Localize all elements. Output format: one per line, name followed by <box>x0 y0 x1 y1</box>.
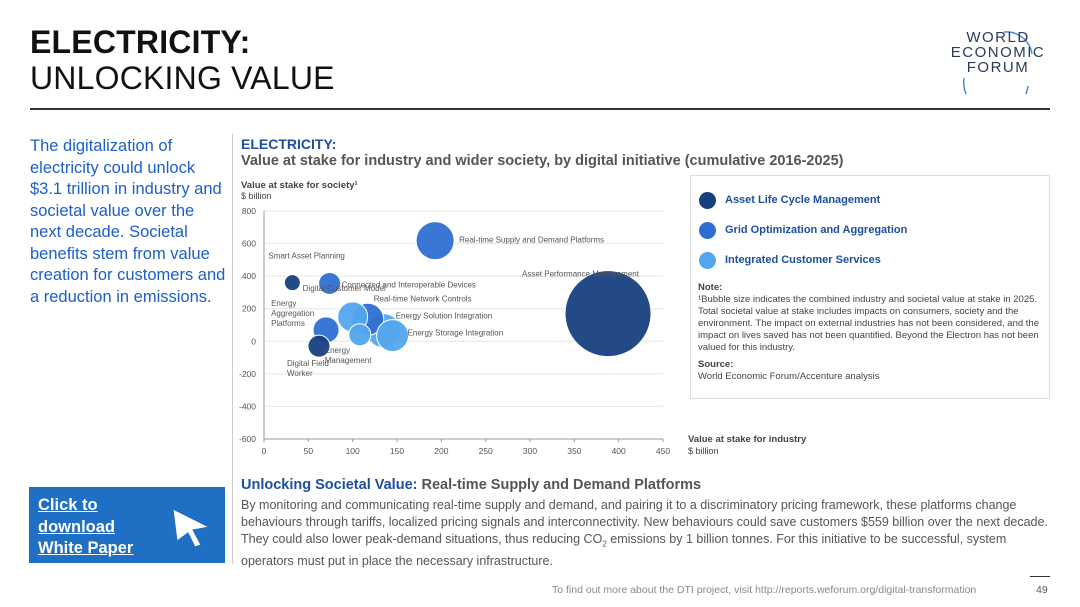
legend-item-customer-services: Integrated Customer Services <box>699 251 881 269</box>
legend-label: Integrated Customer Services <box>725 254 881 266</box>
section-heading-highlight: Unlocking Societal Value: <box>241 477 418 493</box>
intro-text: The digitalization of electricity could … <box>30 137 226 306</box>
chart-heading: ELECTRICITY: <box>241 136 337 152</box>
legend-dot <box>699 251 716 269</box>
x-axis-unit: $ billion <box>688 446 719 456</box>
bubble-point <box>312 316 340 344</box>
bubble-point <box>415 221 455 261</box>
bubble-point <box>366 313 402 349</box>
logo-line-3: FORUM <box>966 59 1030 76</box>
bubble-label: Smart Asset Planning <box>268 252 344 261</box>
bubble-point <box>283 274 301 292</box>
bubble-label: Real-time Network Controls <box>374 294 472 303</box>
wef-logo: WORLD ECONOMIC FORUM <box>942 28 1054 94</box>
legend-label: Grid Optimization and Aggregation <box>725 224 908 236</box>
bubble-point <box>318 271 342 295</box>
y-axis-label: Value at stake for society¹ <box>241 180 358 191</box>
note-text: ¹Bubble size indicates the combined indu… <box>698 294 1039 353</box>
bubble-label: Digital Field Worker <box>287 359 329 378</box>
footer-text: To find out more about the DTI project, … <box>552 584 977 596</box>
bubble-label: Energy Storage Integration <box>408 329 504 338</box>
column-divider <box>232 134 233 564</box>
page-title-line2: UNLOCKING VALUE <box>30 60 335 96</box>
title-divider <box>30 108 1050 110</box>
bubble-label: Energy Solution Integration <box>396 312 493 321</box>
bubble-point <box>307 334 331 358</box>
source-text: World Economic Forum/Accenture analysis <box>698 371 880 382</box>
download-white-paper-button[interactable]: Click to download White Paper <box>29 487 225 563</box>
logo-line-1: WORLD <box>966 29 1030 46</box>
y-tick-label: 400 <box>242 271 256 281</box>
page-number-rule <box>1030 576 1050 577</box>
bubble-point <box>564 270 652 358</box>
x-tick-label: 300 <box>523 446 537 456</box>
cta-line-2[interactable]: download <box>38 517 115 536</box>
y-tick-label: 800 <box>242 206 256 216</box>
x-tick-label: 250 <box>479 446 493 456</box>
cursor-arrow-icon <box>172 508 211 548</box>
bubble-label: Connected and Interoperable Devices <box>342 280 476 289</box>
bubble-point <box>376 319 410 353</box>
logo-line-2: ECONOMIC <box>950 44 1046 61</box>
legend-dot <box>699 221 716 239</box>
legend-label: Asset Life Cycle Management <box>725 194 881 206</box>
y-tick-label: 200 <box>242 304 256 314</box>
x-tick-label: 350 <box>567 446 581 456</box>
y-tick-label: 600 <box>242 239 256 249</box>
y-tick-label: -200 <box>239 369 256 379</box>
bubble-point <box>351 302 385 336</box>
bubble-point <box>337 301 369 333</box>
legend-dot <box>699 191 716 209</box>
bubble-label: Asset Performance Management <box>522 270 640 279</box>
cta-line-3[interactable]: White Paper <box>38 539 134 557</box>
legend-item-grid-optimization: Grid Optimization and Aggregation <box>699 221 907 239</box>
bubble-point <box>348 323 372 347</box>
y-axis-unit: $ billion <box>241 191 272 201</box>
wef-logo-arc-icon <box>963 31 1033 94</box>
section-body: By monitoring and communicating real-tim… <box>241 498 1048 568</box>
x-tick-label: 450 <box>656 446 670 456</box>
legend-box: Asset Life Cycle Management Grid Optimiz… <box>690 175 1050 399</box>
x-axis-label: Value at stake for industry <box>688 434 807 445</box>
x-tick-label: 150 <box>390 446 404 456</box>
chart-title: Value at stake for industry and wider so… <box>241 153 844 169</box>
section-heading-rest: Real-time Supply and Demand Platforms <box>417 477 702 493</box>
x-tick-label: 100 <box>346 446 360 456</box>
cta-line-1[interactable]: Click to <box>38 496 98 514</box>
x-tick-label: 400 <box>612 446 626 456</box>
legend-item-asset-life-cycle: Asset Life Cycle Management <box>699 191 880 209</box>
bubble-label: Energy Aggregation Platforms <box>271 299 314 328</box>
cta-text[interactable]: Click to download White Paper <box>38 495 133 560</box>
bubble-label: Energy Management <box>325 346 372 365</box>
page-title-line1: ELECTRICITY: <box>30 24 251 60</box>
y-tick-label: -400 <box>239 401 256 411</box>
source-heading: Source: <box>698 359 734 370</box>
x-tick-label: 200 <box>434 446 448 456</box>
note-heading: Note: <box>698 282 723 293</box>
section-heading: Unlocking Societal Value: Real-time Supp… <box>241 477 701 493</box>
x-tick-label: 0 <box>262 446 267 456</box>
bubble-label: Digital Customer Model <box>303 284 386 293</box>
x-tick-label: 50 <box>304 446 314 456</box>
y-tick-label: 0 <box>251 336 256 346</box>
y-tick-label: -600 <box>239 434 256 444</box>
page-number: 49 <box>1036 584 1048 596</box>
bubble-label: Real-time Supply and Demand Platforms <box>459 236 604 245</box>
